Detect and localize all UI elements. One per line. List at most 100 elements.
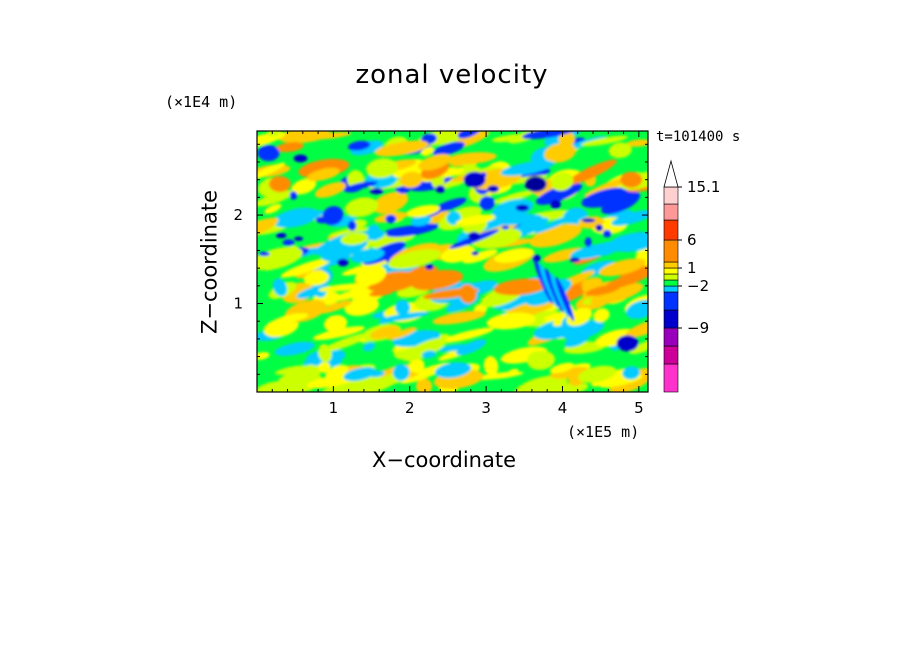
contour-patch-165 xyxy=(280,258,332,278)
contour-patch-360 xyxy=(550,199,561,209)
contour-patch-36 xyxy=(362,342,376,352)
contour-patch-219 xyxy=(386,223,439,238)
contour-patch-246 xyxy=(433,197,467,213)
colorbar-label-2: 1 xyxy=(687,259,697,277)
contour-patch-164 xyxy=(581,277,603,289)
contour-patch-108 xyxy=(595,328,636,347)
colorbar-swatch-0 xyxy=(663,363,679,393)
contour-patch-123 xyxy=(394,299,411,316)
colorbar-swatch-4 xyxy=(663,291,679,311)
contour-patch-53 xyxy=(321,332,373,353)
contour-patch-115 xyxy=(486,312,536,330)
contour-patch-160 xyxy=(369,289,394,297)
contour-patch-138 xyxy=(330,287,373,302)
contour-patch-204 xyxy=(329,227,370,237)
contour-patch-350 xyxy=(468,231,480,241)
contour-patch-343 xyxy=(584,237,592,248)
colorbar-swatch-7 xyxy=(663,273,679,281)
contour-patch-39 xyxy=(325,364,349,380)
contour-patch-273 xyxy=(601,191,641,215)
contour-patch-65 xyxy=(423,331,441,340)
y-axis-units: (×1E4 m) xyxy=(165,93,238,111)
colorbar-swatch-5 xyxy=(663,285,679,293)
contour-patch-233 xyxy=(446,211,461,225)
plot-frame xyxy=(256,130,649,393)
contour-patch-122 xyxy=(625,319,648,338)
contour-patch-264 xyxy=(405,204,440,218)
contour-patch-34 xyxy=(392,364,410,381)
contour-patch-276 xyxy=(534,211,582,234)
contour-patch-43 xyxy=(456,339,487,356)
contour-patch-309 xyxy=(550,172,574,191)
contour-patch-305 xyxy=(566,159,617,185)
contour-patch-205 xyxy=(273,207,319,228)
contour-patch-55 xyxy=(434,362,472,379)
time-stamp: t=101400 s xyxy=(656,129,741,145)
contour-patch-327 xyxy=(445,152,497,165)
contour-patch-235 xyxy=(372,191,409,214)
contour-patch-226 xyxy=(608,232,648,253)
contour-patch-47 xyxy=(440,327,494,344)
contour-patch-345 xyxy=(581,218,596,223)
contour-patch-283 xyxy=(479,196,495,211)
contour-patch-320 xyxy=(365,158,398,179)
contour-patch-216 xyxy=(340,232,369,245)
contour-patch-58 xyxy=(408,358,425,374)
contour-patch-340 xyxy=(289,191,298,200)
contour-patch-88 xyxy=(324,315,348,333)
contour-patch-116 xyxy=(274,313,309,324)
contour-patch-213 xyxy=(388,249,442,269)
contour-patch-243 xyxy=(291,178,317,195)
contour-patch-13 xyxy=(514,375,568,392)
contour-patch-367 xyxy=(275,232,287,239)
contour-patch-143 xyxy=(462,249,498,264)
contour-patch-263 xyxy=(257,190,295,207)
contour-patch-232 xyxy=(493,189,537,204)
contour-patch-161 xyxy=(585,284,621,296)
contour-patch-260 xyxy=(344,197,379,218)
contour-patch-168 xyxy=(598,258,646,277)
x-tick-label-4: 5 xyxy=(634,399,644,417)
contour-patch-67 xyxy=(421,350,437,359)
contour-feature-4 xyxy=(620,171,643,188)
x-tick-label-3: 4 xyxy=(558,399,568,417)
contour-patch-80 xyxy=(593,308,610,323)
contour-patch-182 xyxy=(496,253,509,261)
contour-patch-370 xyxy=(544,268,564,313)
contour-patch-336 xyxy=(522,131,576,140)
contour-patch-349 xyxy=(293,154,308,163)
contour-patch-10 xyxy=(400,362,451,384)
contour-patch-62 xyxy=(483,356,499,376)
contour-patch-212 xyxy=(350,248,385,263)
colorbar-swatch-6 xyxy=(663,279,679,287)
contour-patch-341 xyxy=(471,251,479,256)
contour-patch-371 xyxy=(549,272,569,317)
colorbar-label-1: 6 xyxy=(687,231,697,249)
x-axis-label: X−coordinate xyxy=(372,448,516,472)
contour-feature-0 xyxy=(524,176,547,193)
contour-patch-170 xyxy=(493,278,548,296)
contour-patch-17 xyxy=(281,372,322,392)
contour-patch-130 xyxy=(303,270,330,286)
contour-patch-348 xyxy=(602,229,612,238)
colorbar-label-0: 15.1 xyxy=(687,178,720,196)
contour-patch-12 xyxy=(274,365,308,375)
contour-patch-60 xyxy=(402,337,448,362)
colorbar-label-4: −9 xyxy=(687,319,709,337)
contour-patch-83 xyxy=(319,300,352,314)
contour-patch-86 xyxy=(432,310,486,325)
contour-patch-364 xyxy=(325,217,332,224)
contour-patch-372 xyxy=(555,276,575,322)
contour-feature-3 xyxy=(268,176,291,193)
contour-patch-335 xyxy=(306,167,340,182)
contour-patch-342 xyxy=(258,251,270,257)
contour-patch-117 xyxy=(625,299,648,319)
contour-patch-357 xyxy=(487,185,500,193)
contour-patch-26 xyxy=(578,365,617,383)
contour-patch-368 xyxy=(533,259,553,304)
colorbar-swatch-12 xyxy=(663,203,679,221)
contour-patch-267 xyxy=(581,187,633,208)
x-tick-label-2: 3 xyxy=(481,399,491,417)
contour-patch-366 xyxy=(569,257,581,263)
